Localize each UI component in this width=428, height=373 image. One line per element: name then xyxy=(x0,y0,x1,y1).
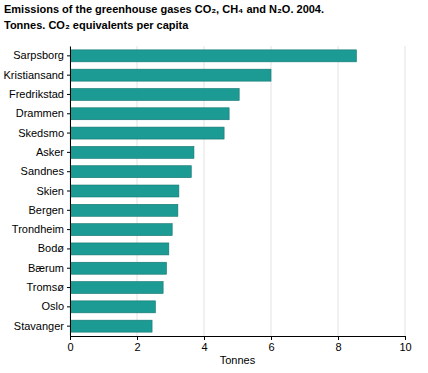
y-tick-label: Stavanger xyxy=(14,320,64,332)
y-tick-mark xyxy=(67,248,70,249)
bar xyxy=(70,146,194,158)
x-axis: 0 2 4 6 8 10 xyxy=(67,336,411,353)
y-tick-label: Fredrikstad xyxy=(9,88,64,100)
bars xyxy=(70,50,356,332)
y-axis: Sarpsborg Kristiansand Fredrikstad Drammen S… xyxy=(3,47,70,337)
y-tick-mark xyxy=(67,75,70,76)
bar xyxy=(70,185,179,197)
y-tick: Kristiansand xyxy=(3,69,70,81)
y-tick-label: Sandnes xyxy=(21,165,65,177)
x-tick-mark xyxy=(271,336,272,340)
x-tick-label: 0 xyxy=(67,341,73,353)
x-tick-label: 8 xyxy=(335,341,341,353)
y-tick-label: Asker xyxy=(36,146,64,158)
y-tick: Bærum xyxy=(28,262,70,274)
bar xyxy=(70,320,152,332)
y-tick: Drammen xyxy=(16,107,70,119)
subtitle: Tonnes. CO₂ equivalents per capita xyxy=(4,19,189,31)
y-tick-label: Bergen xyxy=(29,204,64,216)
y-tick-mark xyxy=(67,55,70,56)
grid-line xyxy=(405,46,406,336)
x-tick-mark xyxy=(70,336,71,340)
y-tick: Stavanger xyxy=(14,320,70,332)
x-tick: 0 xyxy=(67,336,73,353)
x-tick-label: 2 xyxy=(134,341,140,353)
x-tick: 10 xyxy=(399,336,411,353)
bar xyxy=(70,301,155,313)
bar xyxy=(70,127,224,139)
chart: Emissions of the greenhouse gases CO₂, C… xyxy=(0,0,428,373)
y-tick-mark xyxy=(67,113,70,114)
y-tick: Oslo xyxy=(41,300,70,312)
y-tick-mark xyxy=(67,326,70,327)
x-tick: 6 xyxy=(268,336,274,353)
bar xyxy=(70,204,178,216)
y-axis-line xyxy=(70,47,71,337)
y-tick: Bodø xyxy=(38,242,70,254)
y-tick: Fredrikstad xyxy=(9,88,70,100)
y-tick-mark xyxy=(67,287,70,288)
bar xyxy=(70,262,166,274)
y-tick-mark xyxy=(67,94,70,95)
y-tick-mark xyxy=(67,152,70,153)
y-tick-label: Tromsø xyxy=(27,281,65,293)
y-tick: Tromsø xyxy=(27,281,70,293)
x-tick-label: 6 xyxy=(268,341,274,353)
x-tick-mark xyxy=(338,336,339,340)
y-tick: Trondheim xyxy=(12,223,70,235)
grid-line xyxy=(338,46,339,336)
y-tick: Skedsmo xyxy=(18,127,70,139)
y-tick-label: Kristiansand xyxy=(3,69,64,81)
y-tick: Skien xyxy=(36,185,70,197)
y-tick-label: Skedsmo xyxy=(18,127,64,139)
x-tick: 8 xyxy=(335,336,341,353)
y-tick-mark xyxy=(67,229,70,230)
x-tick-mark xyxy=(204,336,205,340)
x-axis-title: Tonnes xyxy=(220,354,256,366)
bar xyxy=(70,243,169,255)
x-tick-label: 10 xyxy=(399,341,411,353)
x-tick: 2 xyxy=(134,336,140,353)
y-tick: Asker xyxy=(36,146,70,158)
y-tick-label: Drammen xyxy=(16,107,64,119)
y-tick: Sandnes xyxy=(21,165,70,177)
bar xyxy=(70,224,172,236)
title: Emissions of the greenhouse gases CO₂, C… xyxy=(4,3,324,15)
bar xyxy=(70,108,229,120)
grid-line xyxy=(271,46,272,336)
x-tick-mark xyxy=(137,336,138,340)
bar xyxy=(70,166,191,178)
bar xyxy=(70,50,356,62)
y-tick-mark xyxy=(67,191,70,192)
x-axis-line xyxy=(71,336,406,337)
grid xyxy=(70,46,405,336)
y-tick: Sarpsborg xyxy=(13,49,70,61)
bar xyxy=(70,282,163,294)
y-tick-label: Skien xyxy=(36,185,64,197)
y-tick-label: Oslo xyxy=(41,300,64,312)
y-tick-label: Trondheim xyxy=(12,223,64,235)
y-tick-mark xyxy=(67,133,70,134)
bar xyxy=(70,88,239,100)
y-tick: Bergen xyxy=(29,204,70,216)
x-tick: 4 xyxy=(201,336,207,353)
y-tick-mark xyxy=(67,210,70,211)
y-tick-label: Bodø xyxy=(38,242,65,254)
y-tick-mark xyxy=(67,171,70,172)
bar xyxy=(70,69,271,81)
y-tick-mark xyxy=(67,306,70,307)
x-tick-label: 4 xyxy=(201,341,207,353)
y-tick-label: Sarpsborg xyxy=(13,49,64,61)
y-tick-label: Bærum xyxy=(28,262,64,274)
x-tick-mark xyxy=(405,336,406,340)
y-tick-mark xyxy=(67,268,70,269)
